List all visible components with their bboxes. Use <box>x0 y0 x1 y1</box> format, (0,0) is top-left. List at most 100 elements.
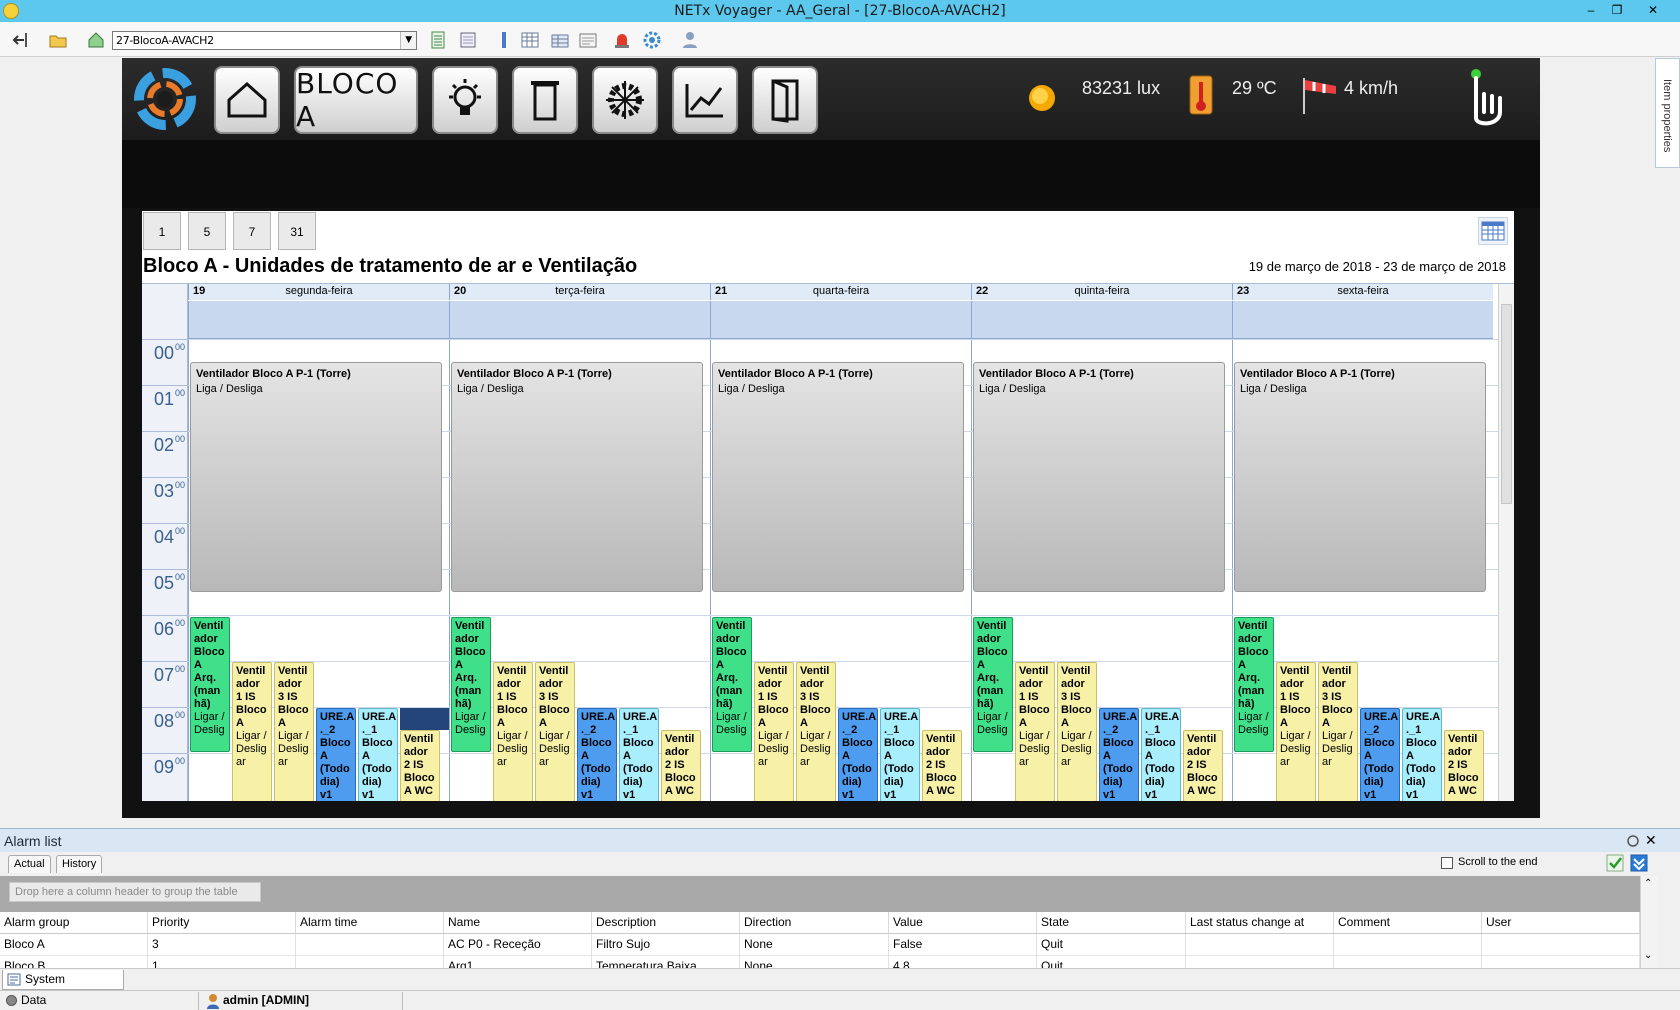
table-cell[interactable]: False <box>889 934 1037 956</box>
event-ventilador-3-is[interactable]: Ventil ador 3 IS Bloco A Ligar / Deslig a… <box>1057 662 1097 801</box>
table-cell[interactable]: Quit <box>1037 934 1186 956</box>
report-icon[interactable] <box>578 30 598 50</box>
system-messages-tab[interactable]: System messages <box>2 970 124 1000</box>
open-folder-icon[interactable] <box>48 30 68 50</box>
exit-button[interactable] <box>752 66 818 134</box>
event-ventilador-3-is[interactable]: Ventil ador 3 IS Bloco A Ligar / Deslig a… <box>1318 662 1358 801</box>
blinds-button[interactable] <box>512 66 578 134</box>
tab-history[interactable]: History <box>56 855 103 873</box>
home-icon[interactable] <box>86 30 106 50</box>
event-ventilador-2-is[interactable]: Ventil ador 2 IS Bloco A WC <box>661 730 701 801</box>
column-header[interactable]: Alarm time <box>296 912 444 934</box>
day-header[interactable]: 19 segunda-feira <box>188 284 449 300</box>
acknowledge-icon[interactable] <box>1606 854 1624 872</box>
range-1-day-button[interactable]: 1 <box>143 212 181 250</box>
column-header[interactable]: Name <box>444 912 592 934</box>
event-ure-2[interactable]: URE.A ._2 Bloco A (Todo dia) v1 <box>838 708 878 801</box>
table-cell[interactable] <box>1334 934 1482 956</box>
all-day-area[interactable] <box>449 301 710 339</box>
event-ventilador-2-is[interactable]: Ventil ador 2 IS Bloco A WC <box>1183 730 1223 801</box>
event-ventilador-torre[interactable]: Ventilador Bloco A P-1 (Torre) Liga / Des… <box>451 362 703 592</box>
event-ventilador-torre[interactable]: Ventilador Bloco A P-1 (Torre) Liga / Des… <box>1234 362 1486 592</box>
event-ure-1[interactable]: URE.A ._1 Bloco A (Todo dia) v1 <box>1402 708 1442 801</box>
event-ventilador-arq[interactable]: Ventil ador Bloco A Arq. (man hã) Ligar /… <box>1234 617 1274 752</box>
column-header[interactable]: Direction <box>740 912 889 934</box>
column-header[interactable]: Value <box>889 912 1037 934</box>
all-day-area[interactable] <box>1232 301 1493 339</box>
scroll-to-end-checkbox[interactable] <box>1441 857 1453 869</box>
event-ure-1[interactable]: URE.A ._1 Bloco A (Todo dia) v1 <box>619 708 659 801</box>
event-ventilador-2-is[interactable]: Ventil ador 2 IS Bloco A WC <box>1444 730 1484 801</box>
table-cell[interactable]: AC P0 - Receção <box>444 934 592 956</box>
lighting-button[interactable] <box>432 66 498 134</box>
table-cell[interactable]: Bloco A <box>0 934 148 956</box>
home-button[interactable] <box>214 66 280 134</box>
path-combobox[interactable]: 27-BlocoA-AVACH2 ▼ <box>112 31 417 50</box>
event-ventilador-torre[interactable]: Ventilador Bloco A P-1 (Torre) Liga / Des… <box>973 362 1225 592</box>
event-ure-2[interactable]: URE.A ._2 Bloco A (Todo dia) v1 <box>316 708 356 801</box>
selected-slot[interactable] <box>400 708 449 730</box>
event-ventilador-arq[interactable]: Ventil ador Bloco A Arq. (man hã) Ligar /… <box>973 617 1013 752</box>
table-cell[interactable] <box>296 934 444 956</box>
range-5-days-button[interactable]: 5 <box>188 212 226 250</box>
grid-icon[interactable] <box>550 30 570 50</box>
event-ventilador-arq[interactable]: Ventil ador Bloco A Arq. (man hã) Ligar /… <box>712 617 752 752</box>
bloco-a-button[interactable]: BLOCO A <box>294 66 418 134</box>
pin-icon[interactable] <box>1626 834 1640 848</box>
event-ure-2[interactable]: URE.A ._2 Bloco A (Todo dia) v1 <box>577 708 617 801</box>
hvac-button[interactable] <box>592 66 658 134</box>
event-ventilador-torre[interactable]: Ventilador Bloco A P-1 (Torre) Liga / Des… <box>712 362 964 592</box>
event-ventilador-3-is[interactable]: Ventil ador 3 IS Bloco A Ligar / Deslig a… <box>796 662 836 801</box>
column-header[interactable]: Priority <box>148 912 296 934</box>
scroll-up-icon[interactable]: ⌃ <box>1644 878 1653 889</box>
event-ure-1[interactable]: URE.A ._1 Bloco A (Todo dia) v1 <box>1141 708 1181 801</box>
charts-button[interactable] <box>672 66 738 134</box>
range-7-days-button[interactable]: 7 <box>233 212 271 250</box>
chevron-down-icon[interactable]: ▼ <box>400 32 416 49</box>
table-cell[interactable]: 3 <box>148 934 296 956</box>
column-header[interactable]: Alarm group <box>0 912 148 934</box>
event-ure-1[interactable]: URE.A ._1 Bloco A (Todo dia) v1 <box>358 708 398 801</box>
gear-icon[interactable] <box>642 30 662 50</box>
minimize-button[interactable]: – <box>1587 3 1595 17</box>
group-by-panel[interactable]: Drop here a column header to group the t… <box>0 876 1640 912</box>
column-header[interactable]: Last status change at <box>1186 912 1334 934</box>
user-icon[interactable] <box>680 30 700 50</box>
scheduler-scrollbar[interactable] <box>1498 284 1514 801</box>
event-ure-1[interactable]: URE.A ._1 Bloco A (Todo dia) v1 <box>880 708 920 801</box>
table-icon[interactable] <box>520 30 540 50</box>
touch-hand-icon[interactable] <box>1462 66 1512 132</box>
day-header[interactable]: 23 sexta-feira <box>1232 284 1493 300</box>
column-header[interactable]: User <box>1482 912 1640 934</box>
day-header[interactable]: 20 terça-feira <box>449 284 710 300</box>
tab-actual[interactable]: Actual <box>8 855 51 873</box>
event-ventilador-2-is[interactable]: Ventil ador 2 IS Bloco A WC <box>922 730 962 801</box>
document-list-icon[interactable] <box>458 30 478 50</box>
event-ventilador-3-is[interactable]: Ventil ador 3 IS Bloco A Ligar / Deslig a… <box>274 662 314 801</box>
event-ure-2[interactable]: URE.A ._2 Bloco A (Todo dia) v1 <box>1099 708 1139 801</box>
alarm-table-scrollbar[interactable]: ⌃ ⌄ <box>1640 876 1658 968</box>
column-header[interactable]: Comment <box>1334 912 1482 934</box>
panel-icon[interactable] <box>494 30 514 50</box>
event-ventilador-arq[interactable]: Ventil ador Bloco A Arq. (man hã) Ligar /… <box>451 617 491 752</box>
all-day-area[interactable] <box>971 301 1232 339</box>
event-ventilador-torre[interactable]: Ventilador Bloco A P-1 (Torre) Liga / Des… <box>190 362 442 592</box>
event-ure-2[interactable]: URE.A ._2 Bloco A (Todo dia) v1 <box>1360 708 1400 801</box>
table-cell[interactable] <box>1482 934 1640 956</box>
event-ventilador-1-is[interactable]: Ventil ador 1 IS Bloco A Ligar / Deslig a… <box>1276 662 1316 801</box>
alarm-icon[interactable] <box>612 30 632 50</box>
acknowledge-all-icon[interactable] <box>1630 854 1648 872</box>
event-ventilador-arq[interactable]: Ventil ador Bloco A Arq. (man hã) Ligar /… <box>190 617 230 752</box>
back-icon[interactable] <box>10 30 30 50</box>
all-day-area[interactable] <box>710 301 971 339</box>
event-ventilador-1-is[interactable]: Ventil ador 1 IS Bloco A Ligar / Deslig a… <box>232 662 272 801</box>
event-ventilador-1-is[interactable]: Ventil ador 1 IS Bloco A Ligar / Deslig a… <box>493 662 533 801</box>
calendar-icon[interactable] <box>1478 217 1508 245</box>
column-header[interactable]: State <box>1037 912 1186 934</box>
table-cell[interactable]: Filtro Sujo <box>592 934 740 956</box>
item-properties-tab[interactable]: Item properties <box>1655 58 1680 168</box>
day-header[interactable]: 22 quinta-feira <box>971 284 1232 300</box>
close-button[interactable]: ✕ <box>1647 3 1659 17</box>
column-header[interactable]: Description <box>592 912 740 934</box>
event-ventilador-1-is[interactable]: Ventil ador 1 IS Bloco A Ligar / Deslig a… <box>754 662 794 801</box>
